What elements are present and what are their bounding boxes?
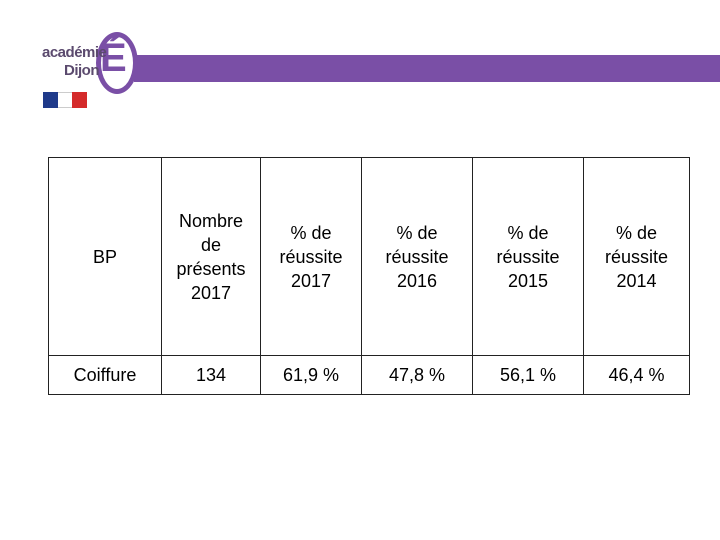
- header-line: réussite: [496, 246, 560, 267]
- flag-white: [57, 92, 73, 108]
- header-line: BP: [92, 246, 117, 267]
- header-line: réussite: [385, 246, 449, 267]
- flag-blue: [43, 92, 58, 108]
- header-line: 2014: [616, 270, 657, 291]
- data-cell: Coiffure: [48, 355, 162, 395]
- header-line: % de: [290, 222, 332, 243]
- data-cell: 134: [161, 355, 261, 395]
- header-line: 2016: [396, 270, 438, 291]
- logo: É académie Dijon: [38, 22, 138, 94]
- header-line: % de: [615, 222, 658, 243]
- logo-circle: [96, 32, 138, 94]
- header-band: [38, 55, 720, 82]
- flag-red: [72, 92, 88, 108]
- header-line: réussite: [604, 246, 669, 267]
- header-line: % de: [396, 222, 438, 243]
- data-cell: 56,1 %: [472, 355, 584, 395]
- data-cell: 47,8 %: [361, 355, 473, 395]
- header-line: 2017: [190, 282, 232, 303]
- header-cell: % de réussite 2016: [361, 157, 473, 356]
- data-cell: 46,4 %: [583, 355, 690, 395]
- header-row: BP Nombre de présents 2017% de réussite 2017% …: [48, 157, 690, 356]
- header-line: réussite: [279, 246, 343, 267]
- header-line: % de: [507, 222, 549, 243]
- results-table: BP Nombre de présents 2017% de réussite 2017% …: [48, 157, 690, 395]
- header-line: 2015: [507, 270, 549, 291]
- header-cell: % de réussite 2015: [472, 157, 584, 356]
- header-line: 2017: [290, 270, 332, 291]
- header-cell: Nombre de présents 2017: [161, 157, 261, 356]
- header-line: Nombre: [178, 210, 244, 231]
- data-row: Coiffure 134 61,9 % 47,8 % 56,1 % 46,4 %: [48, 355, 690, 395]
- flag: [43, 92, 88, 108]
- header-line: de: [200, 234, 222, 255]
- header-cell: BP: [48, 157, 162, 356]
- data-cell: 61,9 %: [260, 355, 362, 395]
- logo-text: Dijon: [64, 62, 100, 79]
- logo-text: académie: [42, 44, 107, 61]
- header-line: présents: [176, 258, 246, 279]
- logo-letter: É: [100, 36, 127, 80]
- header-cell: % de réussite 2014: [583, 157, 690, 356]
- header-cell: % de réussite 2017: [260, 157, 362, 356]
